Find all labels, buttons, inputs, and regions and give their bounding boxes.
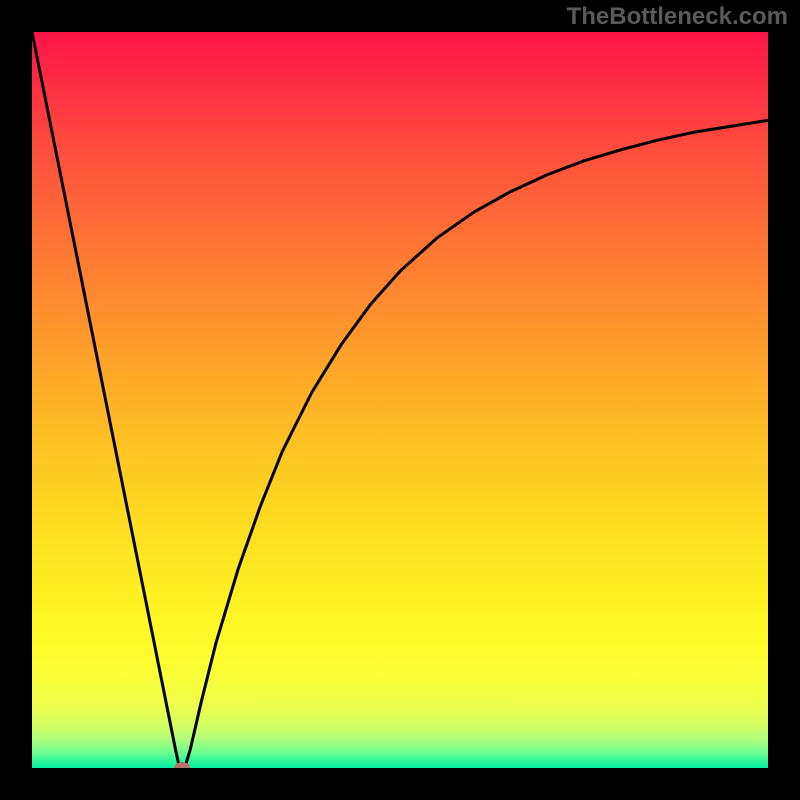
chart-svg — [32, 32, 768, 768]
attribution-text: TheBottleneck.com — [567, 3, 788, 31]
gradient-background — [32, 32, 768, 768]
plot-area — [32, 32, 768, 768]
chart-frame: TheBottleneck.com — [0, 0, 800, 800]
